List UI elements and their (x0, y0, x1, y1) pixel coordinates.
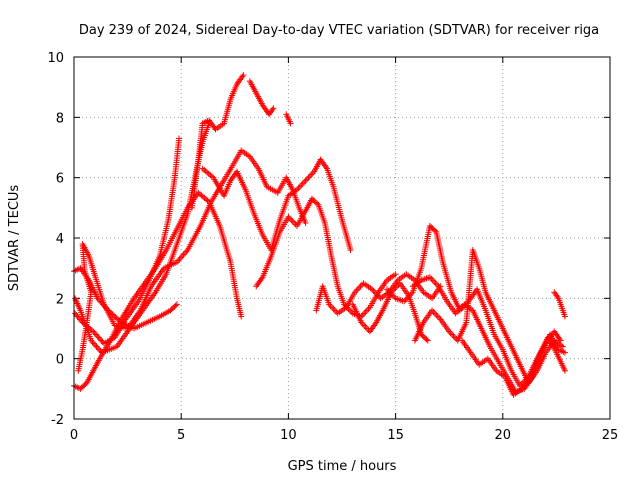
data-point-track-7 (347, 247, 354, 254)
data-point-track-17 (561, 367, 568, 374)
y-tick-label: 4 (56, 232, 64, 247)
y-tick-label: -2 (51, 413, 64, 428)
data-point-track-5 (180, 251, 187, 258)
data-point-track-1 (92, 342, 99, 349)
data-point-track-6 (240, 72, 247, 79)
data-point-track-7 (302, 177, 309, 184)
data-point-track-7 (296, 183, 303, 190)
data-point-track-10 (314, 200, 321, 207)
data-point-track-12 (361, 322, 368, 329)
data-point-track-10 (364, 307, 371, 314)
data-point-track-12 (362, 323, 369, 330)
x-tick-label: 10 (280, 428, 297, 443)
grid (74, 57, 610, 419)
data-point-track-14 (561, 349, 568, 356)
data-point-track-11 (370, 287, 377, 294)
data-point-track-12 (423, 336, 430, 343)
data-point-track-5 (302, 219, 309, 226)
axis-ticks: 0 5 10 15 20 25 -2 0 2 4 6 8 10 (47, 51, 618, 443)
data-point-track-7 (308, 171, 315, 178)
data-point-track-8 (270, 105, 277, 112)
data-point-track-7 (305, 174, 312, 181)
data-point-track-11 (328, 304, 335, 311)
x-tick-label: 20 (495, 428, 512, 443)
plot-frame (73, 56, 611, 420)
data-point-track-2 (113, 315, 120, 322)
chart-title: Day 239 of 2024, Sidereal Day-to-day VTE… (79, 23, 599, 38)
x-tick-label: 0 (70, 428, 78, 443)
y-tick-label: 8 (56, 111, 64, 126)
data-point-track-12 (424, 337, 431, 344)
x-tick-label: 15 (387, 428, 404, 443)
data-point-track-3 (176, 135, 183, 142)
data-point-track-3 (95, 334, 102, 341)
data-point-track-10 (362, 308, 369, 315)
data-point-track-14 (428, 275, 435, 282)
data-point-track-2 (172, 302, 179, 309)
data-point-track-2 (112, 314, 119, 321)
data-point-track-7 (301, 179, 308, 186)
data-point-track-13 (432, 227, 439, 234)
data-point-track-3 (92, 331, 99, 338)
data-point-track-11 (354, 286, 361, 293)
data-point-track-7 (299, 180, 306, 187)
data-point-track-15 (449, 331, 456, 338)
data-point-track-14 (431, 278, 438, 285)
data-point-track-1 (94, 345, 101, 352)
data-point-track-15 (434, 313, 441, 320)
data-point-track-3 (91, 330, 98, 337)
data-point-track-10 (392, 271, 399, 278)
data-point-track-2 (173, 301, 180, 308)
data-point-track-7 (306, 173, 313, 180)
data-point-track-3 (94, 333, 101, 340)
y-tick-label: 10 (47, 51, 64, 66)
data-point-track-3 (99, 339, 106, 346)
y-tick-label: 0 (56, 353, 64, 368)
data-point-track-15 (431, 310, 438, 317)
data-point-track-4 (238, 313, 245, 320)
y-tick-label: 2 (56, 292, 64, 307)
data-point-track-1 (90, 340, 97, 347)
data-point-track-7 (298, 182, 305, 189)
data-point-track-11 (330, 305, 337, 312)
data-points (71, 72, 568, 398)
x-tick-label: 25 (602, 428, 619, 443)
x-axis-label: GPS time / hours (288, 459, 397, 474)
data-point-track-3 (96, 336, 103, 343)
y-tick-label: 6 (56, 172, 64, 187)
data-point-track-10 (291, 219, 298, 226)
data-point-track-7 (295, 185, 302, 192)
data-point-track-15 (433, 311, 440, 318)
data-point-track-16 (561, 313, 568, 320)
data-point-track-15 (451, 334, 458, 341)
data-point-track-5 (181, 250, 188, 257)
data-point-track-11 (356, 284, 363, 291)
data-point-track-15 (436, 314, 443, 321)
y-axis-label: SDTVAR / TECUs (7, 185, 22, 292)
data-point-track-10 (288, 216, 295, 223)
data-point-track-7 (303, 176, 310, 183)
data-point-track-15 (447, 330, 454, 337)
data-point-track-5 (177, 254, 184, 261)
data-point-track-15 (450, 333, 457, 340)
data-point-track-1 (93, 343, 100, 350)
data-point-track-14 (432, 280, 439, 287)
data-point-track-15 (559, 343, 566, 350)
data-point-track-10 (289, 218, 296, 225)
x-tick-label: 5 (177, 428, 185, 443)
data-point-track-5 (179, 253, 186, 260)
data-point-track-9 (287, 120, 294, 127)
